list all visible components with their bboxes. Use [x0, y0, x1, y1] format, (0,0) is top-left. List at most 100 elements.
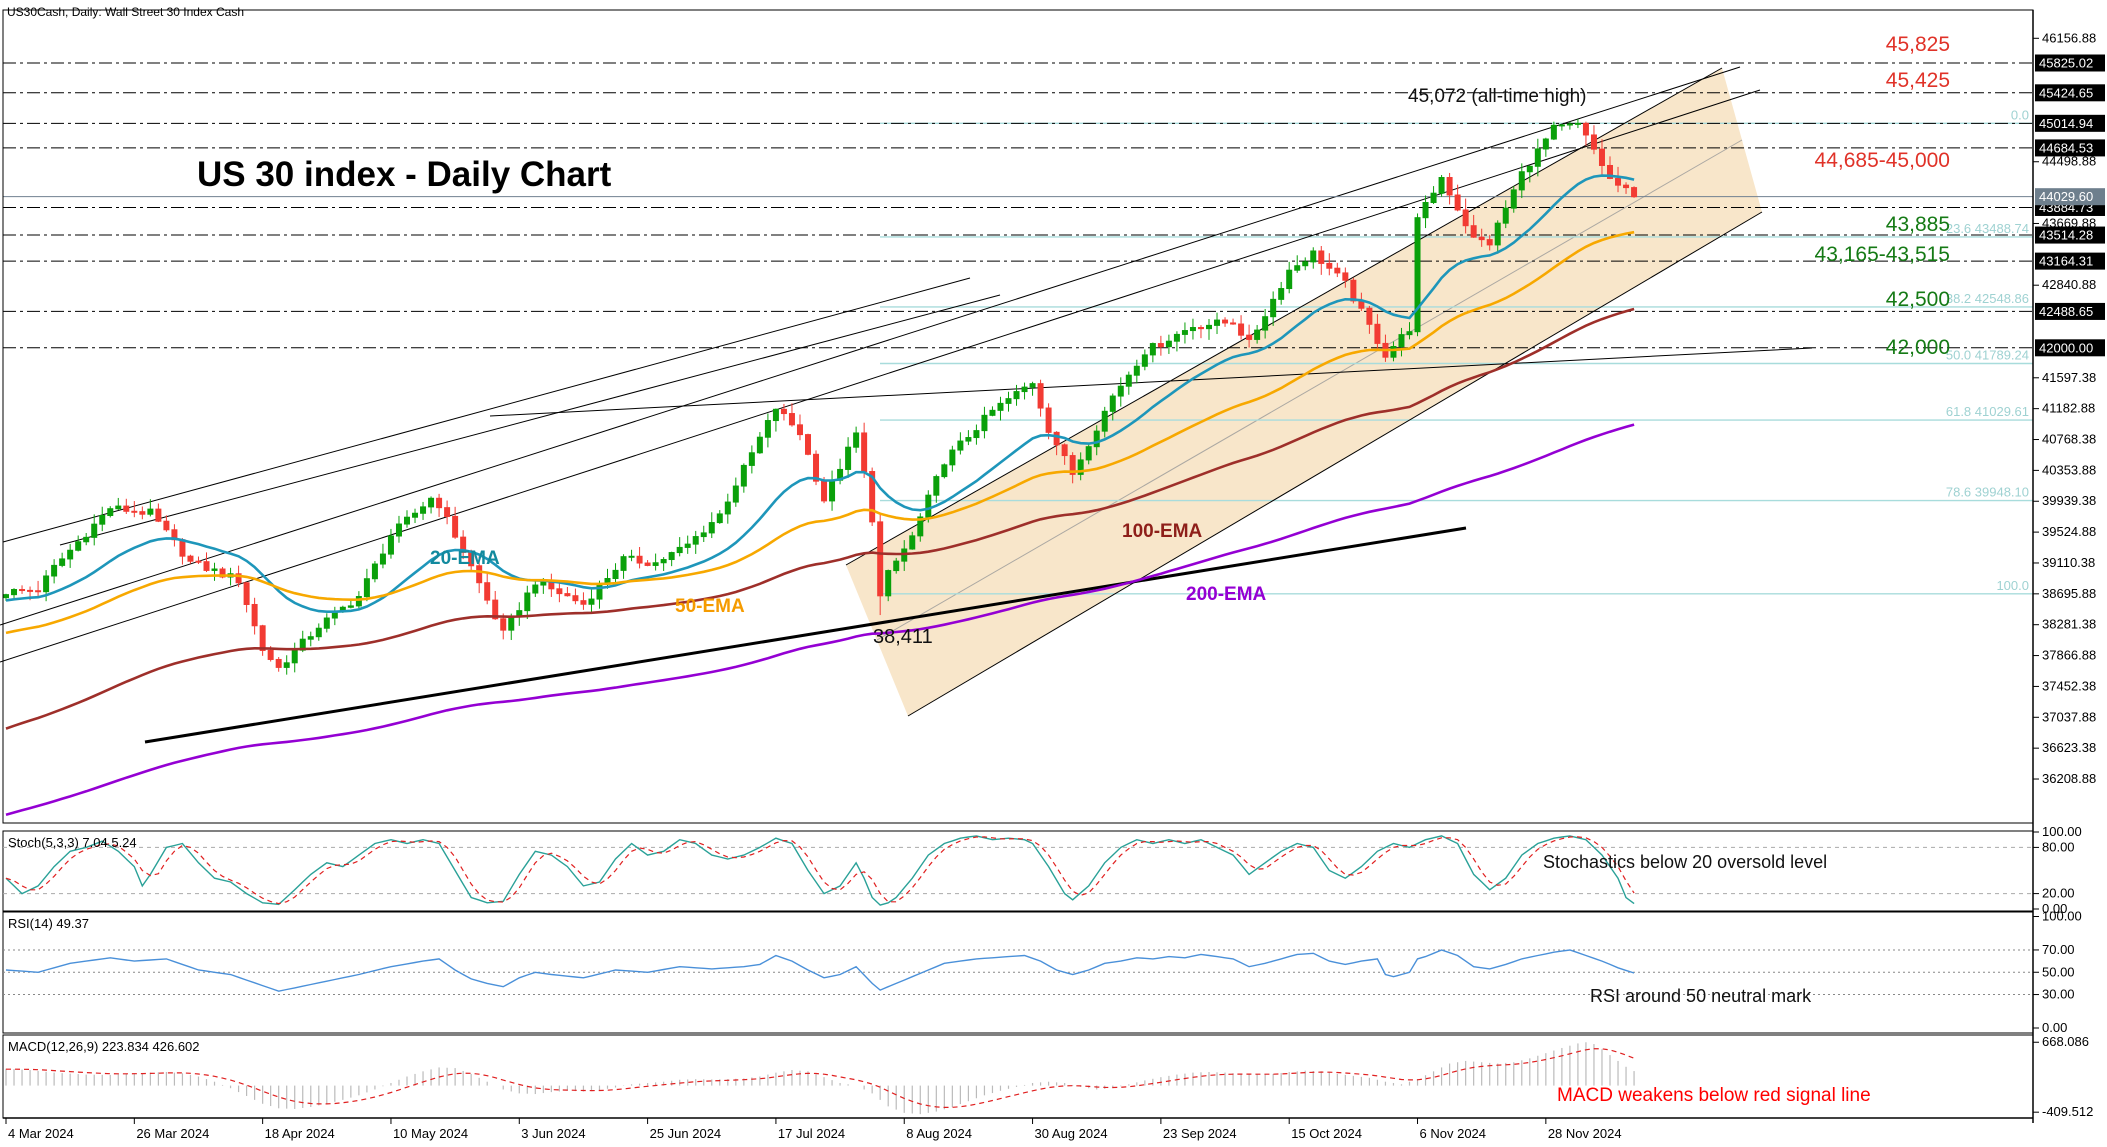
- candle[interactable]: [748, 452, 755, 466]
- candle[interactable]: [692, 536, 699, 545]
- candle[interactable]: [291, 649, 298, 664]
- fibonacci-retracement[interactable]: 0.0 23.6 43488.74 38.2 42548.86 50.0 41789.…: [880, 107, 2033, 595]
- candle[interactable]: [1149, 343, 1156, 356]
- candle[interactable]: [1069, 455, 1076, 475]
- candle[interactable]: [315, 627, 322, 638]
- candle[interactable]: [1590, 134, 1597, 150]
- candle[interactable]: [1133, 365, 1140, 376]
- candle[interactable]: [1101, 410, 1108, 432]
- candle[interactable]: [347, 605, 354, 608]
- candle[interactable]: [179, 539, 186, 557]
- candle[interactable]: [275, 658, 282, 668]
- candle[interactable]: [1542, 138, 1549, 150]
- candle[interactable]: [684, 543, 691, 548]
- candle[interactable]: [1045, 407, 1052, 433]
- candle[interactable]: [869, 471, 876, 523]
- candle[interactable]: [115, 505, 122, 510]
- candle[interactable]: [917, 516, 924, 537]
- candle[interactable]: [660, 559, 667, 564]
- rsi-panel[interactable]: 100.00 70.00 50.00 30.00 0.00 RSI(14) 49.37: [2, 909, 2082, 1036]
- candle[interactable]: [99, 515, 106, 525]
- candle[interactable]: [11, 589, 18, 596]
- candle[interactable]: [1125, 374, 1132, 387]
- candle[interactable]: [612, 569, 619, 580]
- candle[interactable]: [107, 508, 114, 517]
- candle[interactable]: [1222, 319, 1229, 324]
- candle[interactable]: [508, 616, 515, 631]
- candle[interactable]: [644, 562, 651, 566]
- candle[interactable]: [83, 536, 90, 543]
- candle[interactable]: [829, 479, 836, 502]
- candle[interactable]: [1189, 327, 1196, 332]
- candle[interactable]: [1422, 202, 1429, 219]
- candle[interactable]: [1446, 177, 1453, 196]
- candle[interactable]: [484, 582, 491, 601]
- candle[interactable]: [756, 436, 763, 454]
- candle[interactable]: [1181, 330, 1188, 335]
- candle[interactable]: [732, 485, 739, 503]
- candle[interactable]: [772, 408, 779, 422]
- candle[interactable]: [1286, 269, 1293, 290]
- candle[interactable]: [1141, 354, 1148, 367]
- candle[interactable]: [885, 570, 892, 597]
- candle[interactable]: [323, 617, 330, 629]
- candle[interactable]: [1214, 319, 1221, 326]
- candle[interactable]: [267, 649, 274, 660]
- candle[interactable]: [27, 589, 34, 592]
- candle[interactable]: [1615, 177, 1622, 186]
- candle[interactable]: [700, 532, 707, 538]
- candle[interactable]: [123, 505, 130, 512]
- candle[interactable]: [1558, 124, 1565, 127]
- candle[interactable]: [1021, 386, 1028, 393]
- candle[interactable]: [925, 494, 932, 518]
- candle[interactable]: [1607, 164, 1613, 179]
- candle[interactable]: [492, 599, 499, 620]
- candle[interactable]: [1374, 323, 1381, 344]
- candle[interactable]: [724, 501, 731, 515]
- candle[interactable]: [716, 513, 723, 524]
- candle[interactable]: [1566, 123, 1573, 126]
- candle[interactable]: [1526, 165, 1533, 173]
- candle[interactable]: [1334, 267, 1341, 274]
- candle[interactable]: [556, 588, 563, 595]
- candle[interactable]: [452, 515, 459, 538]
- candle[interactable]: [404, 516, 410, 525]
- candle[interactable]: [780, 408, 787, 415]
- candle[interactable]: [1037, 383, 1044, 409]
- candle[interactable]: [1197, 327, 1204, 330]
- candles-layer[interactable]: [3, 119, 1638, 675]
- candle[interactable]: [1430, 192, 1437, 204]
- candle[interactable]: [155, 508, 162, 522]
- candle[interactable]: [1390, 346, 1397, 358]
- candle[interactable]: [861, 432, 868, 473]
- candle[interactable]: [989, 409, 996, 416]
- candle[interactable]: [1494, 222, 1501, 246]
- candle[interactable]: [893, 560, 900, 572]
- candle[interactable]: [580, 600, 587, 605]
- candle[interactable]: [243, 582, 250, 605]
- candle[interactable]: [259, 625, 266, 651]
- candle[interactable]: [973, 430, 980, 439]
- candle[interactable]: [965, 437, 972, 442]
- candle[interactable]: [957, 440, 964, 451]
- candle[interactable]: [1173, 333, 1180, 342]
- candle[interactable]: [91, 523, 98, 538]
- candle[interactable]: [203, 561, 210, 571]
- candle[interactable]: [628, 555, 635, 558]
- candle[interactable]: [740, 464, 747, 487]
- candle[interactable]: [909, 535, 916, 550]
- candle[interactable]: [283, 662, 290, 668]
- horizontal-level-lines[interactable]: [3, 62, 2033, 349]
- candle[interactable]: [1270, 298, 1277, 318]
- candle[interactable]: [147, 508, 154, 515]
- candle[interactable]: [1294, 265, 1301, 271]
- candle[interactable]: [1005, 398, 1012, 404]
- candle[interactable]: [572, 595, 579, 602]
- candle[interactable]: [1342, 272, 1349, 281]
- candle[interactable]: [1262, 316, 1269, 331]
- candle[interactable]: [251, 603, 258, 627]
- candle[interactable]: [19, 589, 26, 592]
- candle[interactable]: [371, 563, 378, 580]
- candle[interactable]: [468, 551, 475, 567]
- candle[interactable]: [307, 636, 314, 640]
